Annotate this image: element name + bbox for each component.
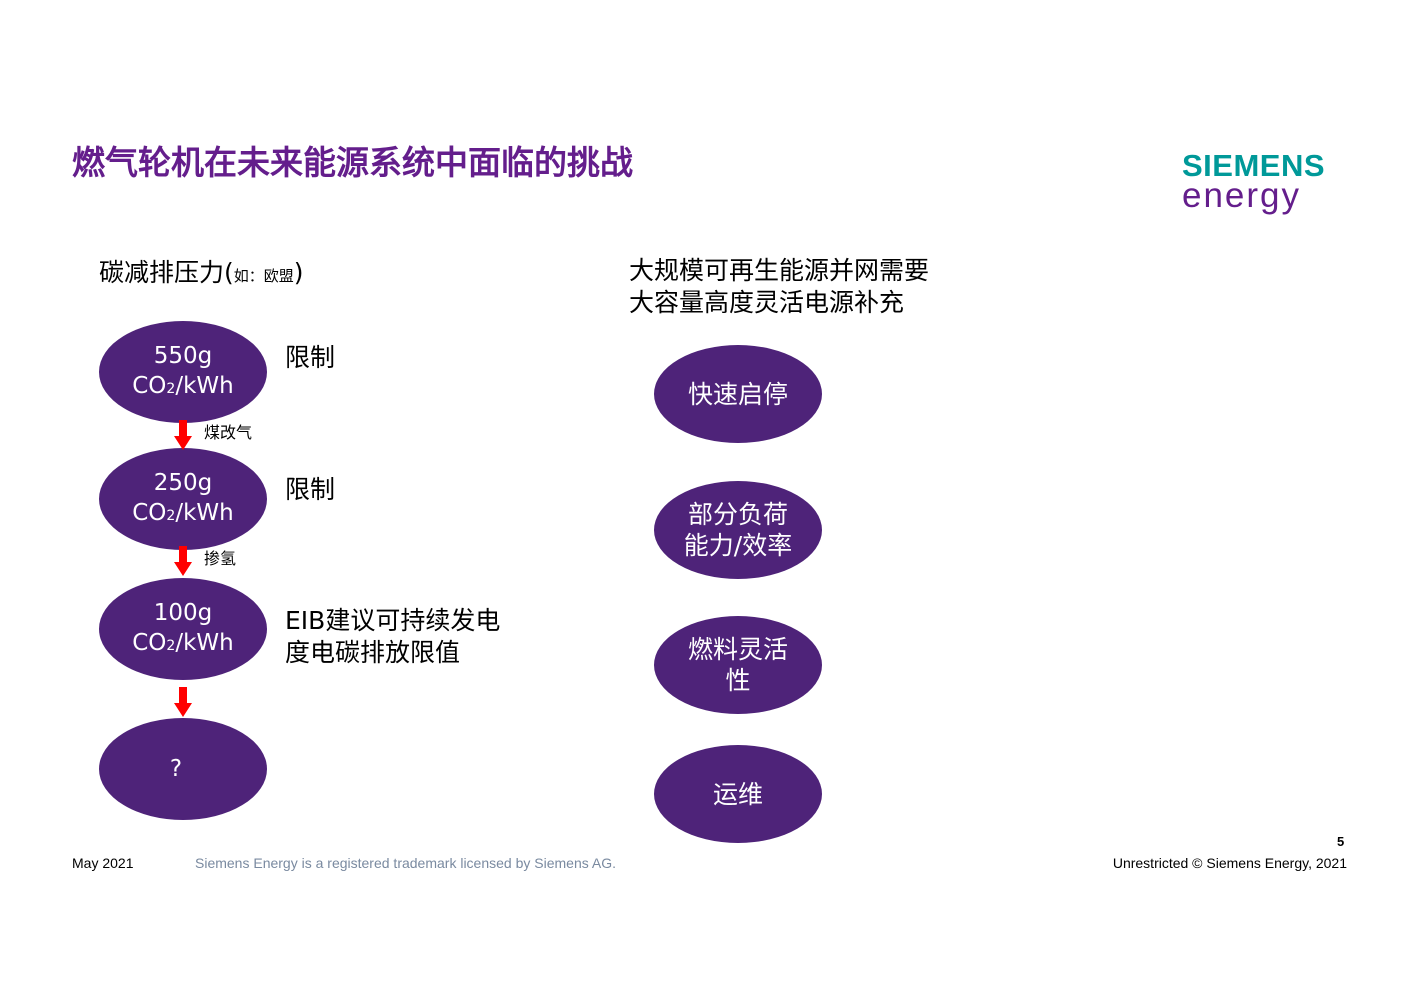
footer-trademark: Siemens Energy is a registered trademark… <box>195 855 616 871</box>
requirement-fuel-flexibility: 燃料灵活 性 <box>654 616 822 714</box>
emission-unit: CO2/kWh <box>132 499 234 526</box>
logo-wordmark-siemens: SIEMENS <box>1182 148 1326 183</box>
emission-step-label: 限制 <box>285 343 336 372</box>
emission-step-label: 限制 <box>285 475 336 504</box>
emission-unit: CO2/kWh <box>132 372 234 399</box>
requirement-operations: 运维 <box>654 745 822 843</box>
requirement-part-load: 部分负荷 能力/效率 <box>654 481 822 579</box>
emission-unit: CO2/kWh <box>132 629 234 656</box>
down-arrow-icon <box>174 420 192 450</box>
footer-copyright: Unrestricted © Siemens Energy, 2021 <box>1112 855 1347 871</box>
emission-step-unknown: ? <box>99 718 267 820</box>
slide-title: 燃气轮机在未来能源系统中面临的挑战 <box>72 143 633 182</box>
siemens-energy-logo: SIEMENS energy <box>1182 150 1352 216</box>
emission-value: 550g <box>153 342 213 369</box>
right-section-heading: 大规模可再生能源并网需要 大容量高度灵活电源补充 <box>629 256 930 317</box>
requirement-fast-start: 快速启停 <box>654 345 822 443</box>
emission-value: ? <box>169 756 183 782</box>
logo-wordmark-energy: energy <box>1182 176 1302 215</box>
footer-date: May 2021 <box>72 855 134 871</box>
emission-value: 100g <box>153 599 213 626</box>
arrow-label: 煤改气 <box>204 423 253 442</box>
emission-step-label: EIB建议可持续发电 度电碳排放限值 <box>285 606 501 667</box>
left-section-heading: 碳减排压力(如：欧盟) <box>99 258 304 287</box>
page-number: 5 <box>1337 834 1345 849</box>
emission-value: 250g <box>153 469 213 496</box>
emission-step-100: 100g CO2/kWh <box>99 578 267 680</box>
arrow-label: 掺氢 <box>204 549 237 568</box>
down-arrow-icon <box>174 687 192 717</box>
emission-step-250: 250g CO2/kWh <box>99 448 267 550</box>
emission-step-550: 550g CO2/kWh <box>99 321 267 423</box>
down-arrow-icon <box>174 546 192 576</box>
